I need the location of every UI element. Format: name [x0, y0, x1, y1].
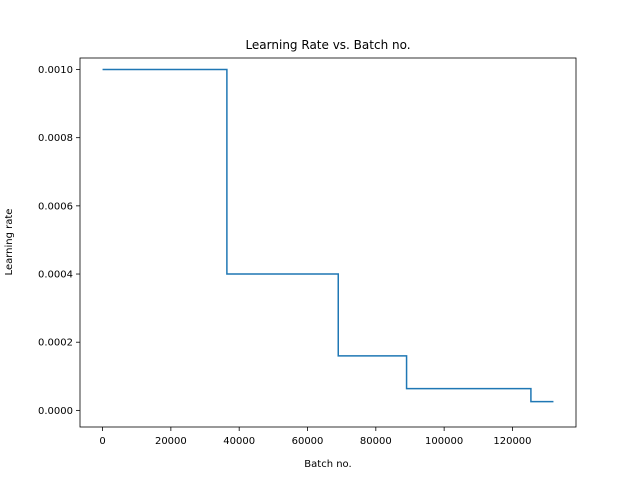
plot-frame — [79, 57, 577, 428]
y-tick-label: 0.0008 — [38, 133, 73, 144]
y-tick-label: 0.0002 — [38, 338, 73, 349]
y-tick-label: 0.0010 — [38, 65, 73, 76]
x-tick-label: 40000 — [223, 436, 255, 447]
x-tick-label: 20000 — [155, 436, 187, 447]
x-axis-label: Batch no. — [304, 459, 351, 470]
x-tick-label: 100000 — [425, 436, 463, 447]
y-tick-label: 0.0000 — [38, 406, 73, 417]
x-tick-label: 120000 — [493, 436, 531, 447]
y-tick-label: 0.0004 — [38, 270, 73, 281]
axes-area: 0 20000 40000 60000 80000 100000 120000 0.0000 0… — [38, 57, 577, 447]
series-line-0 — [102, 68, 554, 403]
x-tick-label: 80000 — [360, 436, 392, 447]
y-axis-label: Learning rate — [4, 209, 15, 276]
x-tick-label: 0 — [99, 436, 105, 447]
x-tick-label: 60000 — [292, 436, 324, 447]
chart-title: Learning Rate vs. Batch no. — [245, 38, 410, 52]
y-tick-label: 0.0006 — [38, 201, 73, 212]
